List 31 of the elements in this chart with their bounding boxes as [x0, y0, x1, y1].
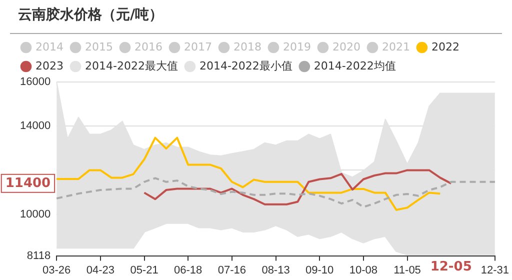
x-tick-label: 03-26 — [42, 264, 71, 276]
x-tick-label: 05-21 — [130, 264, 158, 276]
legend-label: 2014-2022最小值 — [199, 59, 292, 72]
x-tick-label: 10-08 — [349, 264, 378, 276]
legend-label: 2016 — [134, 40, 162, 54]
legend-label: 2017 — [184, 40, 212, 54]
x-tick-label: 07-16 — [218, 264, 246, 276]
x-tick-label: 12-31 — [480, 264, 510, 276]
legend-label: 2019 — [282, 40, 311, 54]
y-tick-label: 16000 — [20, 76, 51, 88]
y-tick-label: 14000 — [20, 120, 51, 132]
text: 11400 — [5, 176, 51, 191]
legend-label: 2022 — [431, 40, 460, 54]
legend-label: 2020 — [332, 40, 360, 54]
legend-label: 2014 — [36, 40, 64, 54]
line-series — [56, 177, 496, 208]
chart-title: 云南胶水价格（元/吨） — [18, 6, 164, 24]
y-tick-label: 10000 — [20, 208, 51, 220]
legend-label: 2021 — [382, 40, 410, 54]
x-tick-label: 06-18 — [174, 264, 202, 276]
x-tick-label: 11-05 — [394, 264, 421, 276]
legend-label: 2014-2022最大值 — [84, 59, 178, 72]
legend-label: 2023 — [36, 59, 64, 72]
x-tick-label: 09-10 — [306, 264, 334, 276]
text: 12-05 — [430, 260, 472, 275]
legend-label: 2014-2022均值 — [314, 59, 396, 72]
legend-label: 2015 — [84, 40, 113, 54]
x-tick-label: 04-23 — [86, 264, 114, 276]
y-tick-label: 8118 — [26, 250, 51, 262]
legend-label: 2018 — [233, 40, 262, 54]
x-tick-label: 08-13 — [262, 264, 290, 276]
